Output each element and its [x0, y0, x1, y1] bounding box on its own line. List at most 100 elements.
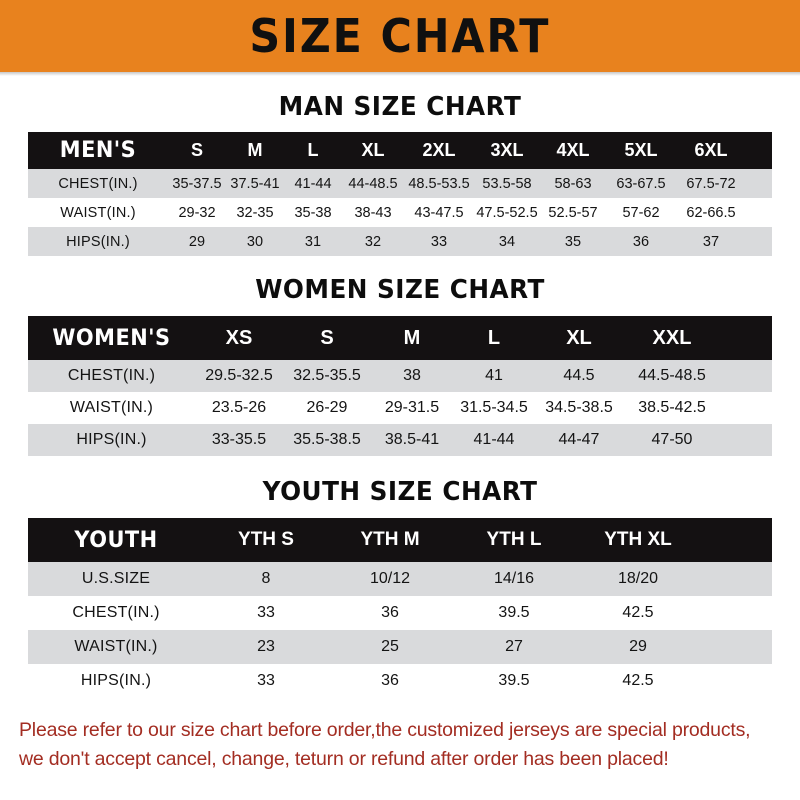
women-chest-pad — [721, 360, 772, 392]
women-table-body: WOMEN'S XS S M L XL XXL CHEST(IN.) 29.5-… — [28, 316, 772, 456]
men-chest-xl: 44-48.5 — [348, 175, 398, 192]
men-size-6xl: 6XL — [694, 140, 728, 160]
youth-chest-row: CHEST(IN.) 33 36 39.5 42.5 — [28, 596, 772, 630]
youth-chest-xl: 42.5 — [622, 604, 654, 621]
men-hips-label: HIPS(IN.) — [66, 233, 130, 250]
men-waist-6xl: 62-66.5 — [686, 204, 736, 221]
men-size-m: M — [247, 140, 263, 160]
men-hips-2xl: 33 — [430, 233, 448, 250]
women-chest-xl: 44.5 — [563, 367, 595, 384]
youth-size-table: YOUTH YTH S YTH M YTH L YTH XL U.S.SIZE … — [28, 518, 772, 698]
men-hips-6xl: 37 — [702, 233, 720, 250]
women-chest-label: CHEST(IN.) — [67, 367, 156, 384]
youth-header-row: YOUTH YTH S YTH M YTH L YTH XL — [28, 518, 772, 562]
youth-chest-l: 39.5 — [498, 604, 530, 621]
women-hips-label: HIPS(IN.) — [76, 431, 147, 448]
men-waist-label: WAIST(IN.) — [60, 204, 136, 221]
women-chest-s: 32.5-35.5 — [293, 367, 361, 384]
men-size-s: S — [190, 140, 203, 160]
youth-chest-s: 33 — [257, 604, 275, 621]
youth-ussize-m: 10/12 — [369, 570, 411, 587]
youth-size-s: YTH S — [238, 529, 294, 550]
men-table-body: MEN'S S M L XL 2XL 3XL 4XL 5XL 6XL CHEST… — [28, 132, 772, 256]
men-chest-row: CHEST(IN.) 35-37.5 37.5-41 41-44 44-48.5… — [28, 169, 772, 198]
women-size-xxl: XXL — [652, 326, 692, 349]
women-size-m: M — [403, 326, 421, 349]
youth-waist-pad — [700, 630, 772, 664]
men-waist-row: WAIST(IN.) 29-32 32-35 35-38 38-43 43-47… — [28, 198, 772, 227]
men-chest-m: 37.5-41 — [230, 175, 280, 192]
women-waist-row: WAIST(IN.) 23.5-26 26-29 29-31.5 31.5-34… — [28, 392, 772, 424]
men-waist-pad — [746, 198, 772, 227]
men-size-3xl: 3XL — [490, 140, 524, 160]
men-hips-l: 31 — [304, 233, 322, 250]
men-waist-5xl: 57-62 — [622, 204, 660, 221]
youth-waist-m: 25 — [381, 638, 399, 655]
men-chest-2xl: 48.5-53.5 — [408, 175, 470, 192]
women-header-pad — [721, 316, 772, 360]
youth-hips-l: 39.5 — [498, 672, 530, 689]
youth-size-xl: YTH XL — [604, 529, 672, 550]
men-size-l: L — [307, 140, 319, 160]
men-hips-pad — [746, 227, 772, 256]
women-size-s: S — [320, 326, 334, 349]
youth-table-body: YOUTH YTH S YTH M YTH L YTH XL U.S.SIZE … — [28, 518, 772, 698]
women-chest-m: 38 — [403, 367, 421, 384]
women-chest-xs: 29.5-32.5 — [205, 367, 273, 384]
youth-hips-xl: 42.5 — [622, 672, 654, 689]
men-header-pad — [746, 132, 772, 169]
footer-disclaimer: Please refer to our size chart before or… — [19, 716, 781, 775]
women-hips-xxl: 47-50 — [651, 431, 693, 448]
youth-ussize-label: U.S.SIZE — [81, 570, 151, 587]
men-size-xl: XL — [361, 140, 385, 160]
women-chest-l: 41 — [485, 367, 503, 384]
women-chest-xxl: 44.5-48.5 — [638, 367, 706, 384]
women-hips-pad — [721, 424, 772, 456]
youth-hips-m: 36 — [381, 672, 399, 689]
youth-hips-pad — [700, 664, 772, 698]
youth-waist-label: WAIST(IN.) — [74, 638, 158, 655]
men-hips-row: HIPS(IN.) 29 30 31 32 33 34 35 36 37 — [28, 227, 772, 256]
men-chest-label: CHEST(IN.) — [58, 175, 138, 192]
men-hips-m: 30 — [246, 233, 264, 250]
men-section-title: MAN SIZE CHART — [278, 92, 522, 122]
men-chest-s: 35-37.5 — [172, 175, 222, 192]
men-waist-l: 35-38 — [294, 204, 332, 221]
women-header-label: WOMEN'S — [52, 325, 171, 351]
banner-shadow — [0, 72, 800, 76]
women-waist-xl: 34.5-38.5 — [545, 399, 613, 416]
men-chest-3xl: 53.5-58 — [482, 175, 532, 192]
men-header-row: MEN'S S M L XL 2XL 3XL 4XL 5XL 6XL — [28, 132, 772, 169]
youth-header-pad — [700, 518, 772, 562]
men-size-5xl: 5XL — [624, 140, 658, 160]
youth-waist-l: 27 — [505, 638, 523, 655]
women-hips-l: 41-44 — [473, 431, 515, 448]
women-hips-m: 38.5-41 — [384, 431, 440, 448]
men-hips-s: 29 — [188, 233, 206, 250]
youth-ussize-xl: 18/20 — [617, 570, 659, 587]
women-chest-row: CHEST(IN.) 29.5-32.5 32.5-35.5 38 41 44.… — [28, 360, 772, 392]
men-section: MAN SIZE CHART MEN'S S M L XL 2XL 3XL 4X… — [0, 92, 800, 256]
men-waist-4xl: 52.5-57 — [548, 204, 598, 221]
women-section-title: WOMEN SIZE CHART — [255, 275, 545, 305]
youth-ussize-l: 14/16 — [493, 570, 535, 587]
page-title: SIZE CHART — [249, 9, 551, 63]
youth-size-l: YTH L — [486, 529, 542, 550]
youth-hips-row: HIPS(IN.) 33 36 39.5 42.5 — [28, 664, 772, 698]
men-chest-l: 41-44 — [294, 175, 332, 192]
men-hips-xl: 32 — [364, 233, 382, 250]
men-hips-3xl: 34 — [498, 233, 516, 250]
men-waist-xl: 38-43 — [354, 204, 392, 221]
youth-ussize-row: U.S.SIZE 8 10/12 14/16 18/20 — [28, 562, 772, 596]
men-chest-pad — [746, 169, 772, 198]
footer-line-1: Please refer to our size chart before or… — [19, 719, 751, 741]
women-size-l: L — [487, 326, 501, 349]
women-waist-m: 29-31.5 — [384, 399, 440, 416]
youth-ussize-pad — [700, 562, 772, 596]
women-waist-s: 26-29 — [306, 399, 348, 416]
youth-size-m: YTH M — [360, 529, 420, 550]
youth-waist-xl: 29 — [629, 638, 647, 655]
men-chest-5xl: 63-67.5 — [616, 175, 666, 192]
men-hips-5xl: 36 — [632, 233, 650, 250]
youth-chest-pad — [700, 596, 772, 630]
